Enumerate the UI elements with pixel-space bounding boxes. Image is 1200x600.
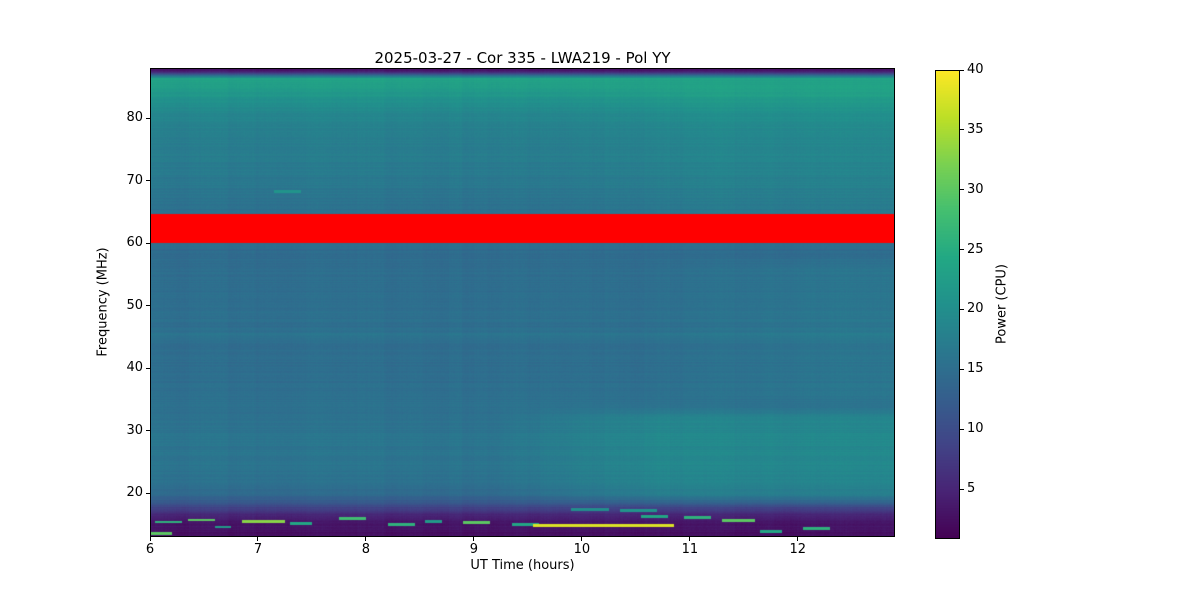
colorbar-tick-mark <box>960 488 964 490</box>
colorbar-tick-label: 40 <box>967 62 984 77</box>
x-tick-mark <box>149 537 151 541</box>
colorbar-tick-label: 15 <box>967 361 984 377</box>
plot-title: 2025-03-27 - Cor 335 - LWA219 - Pol YY <box>374 49 671 67</box>
colorbar-tick-label: 20 <box>967 301 984 317</box>
x-tick-mark <box>581 537 583 541</box>
colorbar-canvas <box>936 71 959 538</box>
colorbar-tick-mark <box>960 69 964 71</box>
y-tick-label: 20 <box>126 485 143 501</box>
x-tick-mark <box>365 537 367 541</box>
x-tick-mark <box>473 537 475 541</box>
colorbar-label: Power (CPU) <box>994 263 1010 345</box>
y-tick-label: 80 <box>126 110 143 126</box>
colorbar-tick-label: 25 <box>967 241 984 257</box>
x-tick-label: 10 <box>573 542 591 557</box>
y-tick-label: 40 <box>126 360 143 376</box>
colorbar-tick-mark <box>960 308 964 310</box>
spectrogram-canvas <box>150 68 895 537</box>
colorbar <box>935 70 960 539</box>
colorbar-tick-label: 30 <box>967 181 984 197</box>
y-axis-label: Frequency (MHz) <box>95 247 111 357</box>
x-tick-mark <box>257 537 259 541</box>
y-tick-label: 70 <box>126 172 143 188</box>
x-tick-label: 9 <box>469 542 479 557</box>
x-axis-label: UT Time (hours) <box>470 558 575 573</box>
colorbar-tick-mark <box>960 189 964 191</box>
colorbar-tick-mark <box>960 129 964 131</box>
colorbar-tick-label: 5 <box>967 481 976 497</box>
x-tick-label: 7 <box>253 542 263 557</box>
x-tick-label: 11 <box>681 542 699 557</box>
x-tick-mark <box>689 537 691 541</box>
x-tick-label: 12 <box>789 542 807 557</box>
x-tick-label: 6 <box>145 542 155 557</box>
colorbar-tick-mark <box>960 428 964 430</box>
x-tick-mark <box>797 537 799 541</box>
plot-area <box>150 68 895 537</box>
x-tick-label: 8 <box>361 542 371 557</box>
colorbar-tick-mark <box>960 368 964 370</box>
colorbar-tick-label: 35 <box>967 121 984 137</box>
colorbar-tick-label: 10 <box>967 421 984 437</box>
y-tick-label: 30 <box>126 422 143 438</box>
colorbar-tick-mark <box>960 249 964 251</box>
